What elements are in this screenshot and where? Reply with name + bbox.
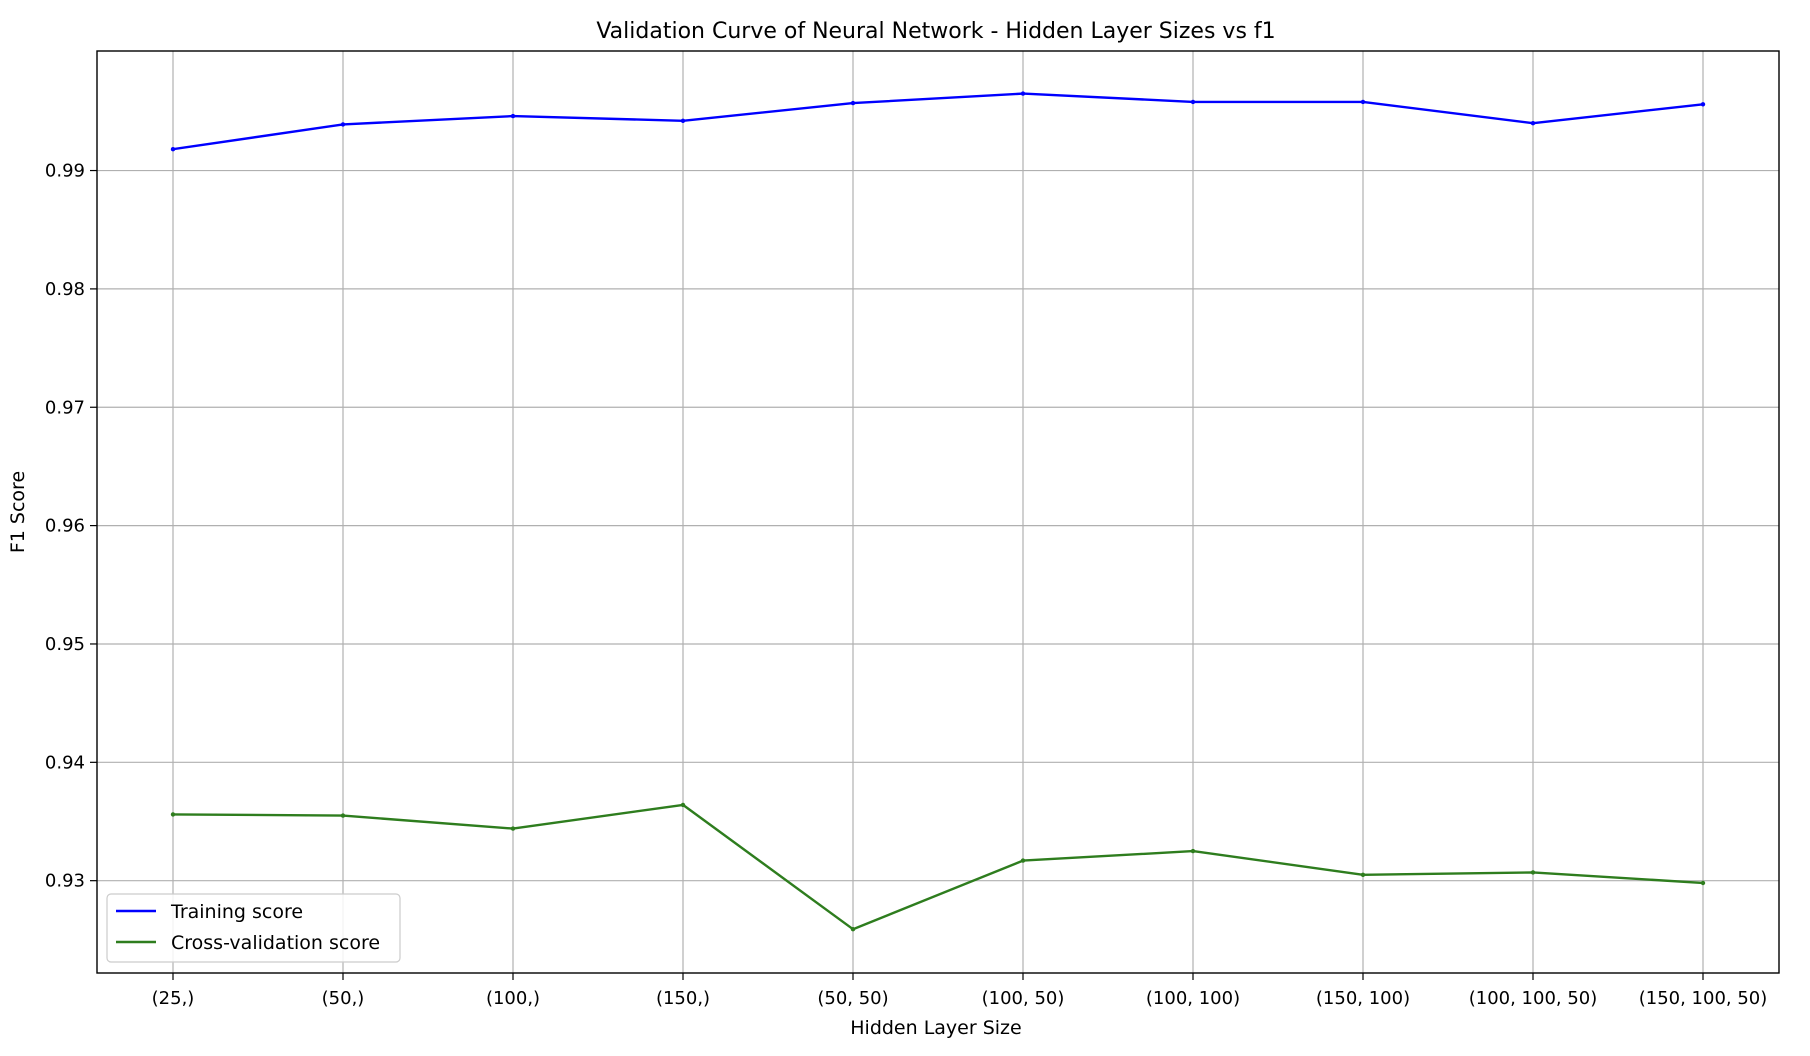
x-tick-label: (150, 100) — [1316, 988, 1410, 1009]
x-tick-label: (100, 100) — [1146, 988, 1240, 1009]
legend-label-cross-validation: Cross-validation score — [171, 932, 380, 954]
data-point — [1360, 99, 1366, 105]
x-tick-label: (100, 50) — [982, 988, 1065, 1009]
series-line-cross-validation — [171, 803, 1705, 931]
x-axis: (25,) (50,) (100,) (150,) (50, 50) (100, 50) (… — [152, 973, 1768, 1009]
grid — [97, 51, 1779, 973]
data-point — [340, 122, 346, 127]
y-axis-label: F1 Score — [7, 471, 29, 553]
series-line-training — [171, 92, 1705, 151]
data-point — [1530, 121, 1536, 126]
data-point — [850, 100, 856, 106]
legend-box — [106, 893, 401, 963]
data-point — [510, 826, 516, 831]
data-point — [1020, 858, 1026, 863]
data-point — [1020, 91, 1026, 96]
y-tick-label: 0.96 — [45, 516, 85, 537]
x-tick-label: (150, 100, 50) — [1639, 988, 1768, 1009]
y-tick-label: 0.97 — [45, 397, 85, 418]
x-axis-label: Hidden Layer Size — [850, 1017, 1021, 1039]
legend-label-training: Training score — [170, 901, 303, 923]
y-tick-label: 0.99 — [45, 161, 85, 182]
chart-title: Validation Curve of Neural Network - Hid… — [596, 19, 1275, 44]
data-point — [850, 927, 856, 932]
series-layer — [170, 91, 1706, 932]
y-tick-label: 0.93 — [45, 871, 85, 892]
y-axis: 0.93 0.94 0.95 0.96 0.97 0.98 0.99 — [45, 161, 97, 892]
data-point — [680, 118, 686, 124]
data-point — [170, 812, 176, 817]
data-point — [1190, 99, 1196, 105]
y-tick-label: 0.98 — [45, 279, 85, 300]
x-tick-label: (100,) — [486, 988, 540, 1009]
data-point — [510, 113, 516, 119]
legend: Training score Cross-validation score — [106, 893, 401, 963]
y-tick-label: 0.95 — [45, 634, 85, 655]
x-tick-label: (150,) — [656, 988, 710, 1009]
data-point — [680, 802, 686, 808]
x-tick-label: (100, 100, 50) — [1469, 988, 1598, 1009]
data-point — [1700, 102, 1706, 107]
data-point — [170, 147, 176, 152]
plot-frame — [96, 50, 1780, 974]
data-point — [340, 813, 346, 818]
data-point — [1700, 880, 1706, 886]
data-point — [1360, 872, 1366, 877]
data-point — [1190, 848, 1196, 854]
x-tick-label: (50,) — [322, 988, 365, 1009]
y-tick-label: 0.94 — [45, 752, 85, 773]
x-tick-label: (50, 50) — [817, 988, 888, 1009]
data-point — [1530, 870, 1536, 875]
x-tick-label: (25,) — [152, 988, 195, 1009]
